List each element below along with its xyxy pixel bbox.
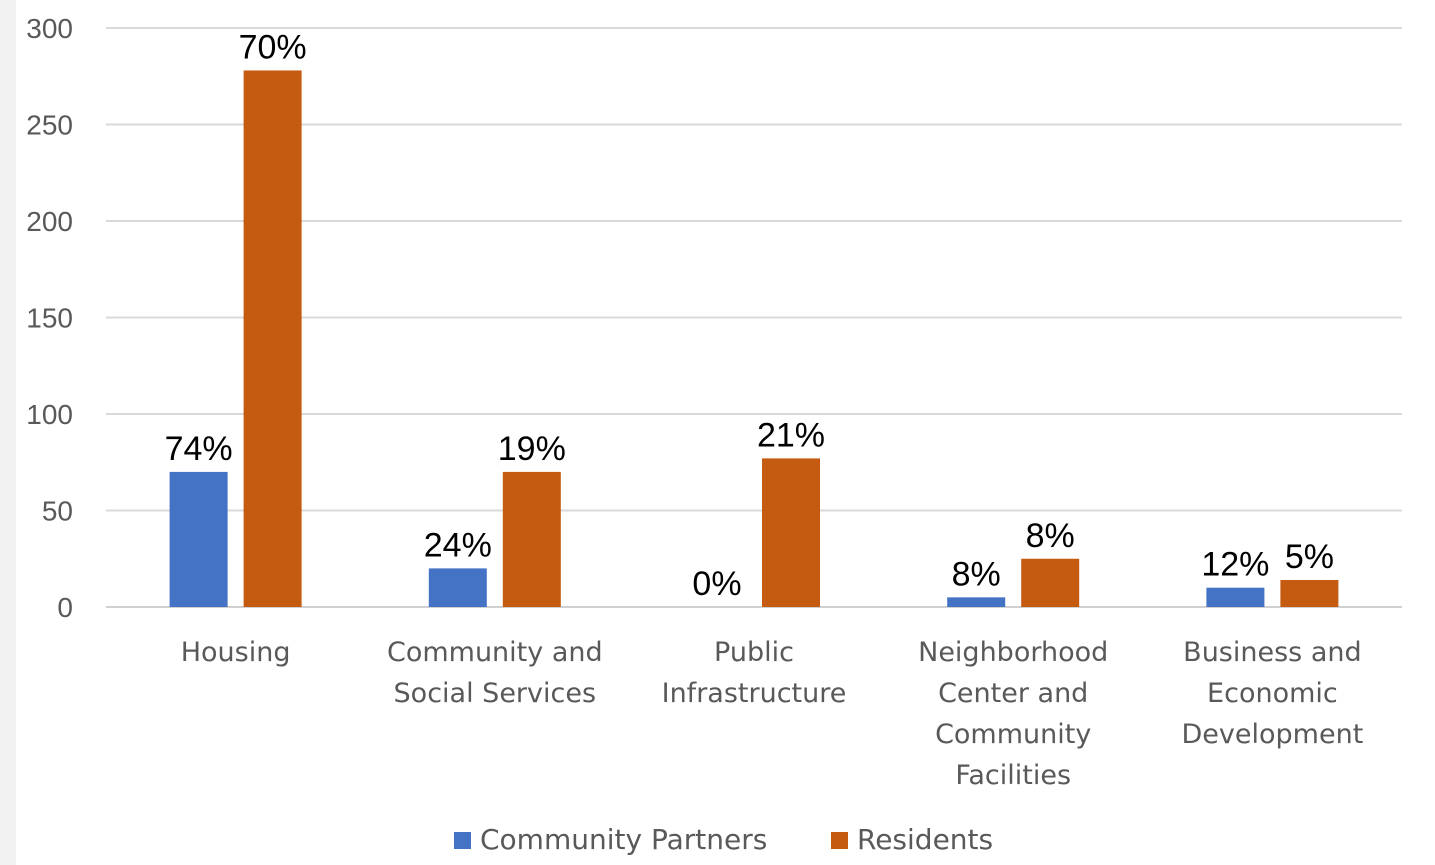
legend: Community Partners Residents	[454, 823, 993, 856]
data-label: 70%	[239, 28, 307, 66]
y-axis: 0 50 100 150 200 250 300	[26, 13, 73, 623]
data-label: 74%	[165, 430, 233, 468]
bar-residents	[762, 458, 820, 607]
category-label: Public	[714, 637, 794, 668]
gridlines	[106, 27, 1402, 608]
y-tick-label: 200	[26, 206, 73, 237]
bar-chart: 0 50 100 150 200 250 300 74% 70% 24% 19% 0% 21% 8% 8%…	[26, 13, 1402, 856]
legend-label: Residents	[857, 823, 993, 856]
data-label: 12%	[1201, 546, 1269, 584]
category-label: Housing	[181, 637, 291, 668]
y-tick-label: 100	[26, 399, 73, 430]
category-label: Facilities	[955, 760, 1071, 791]
category-label: Community	[935, 719, 1091, 750]
bar-community-partners	[169, 471, 228, 607]
chart-card: 0 50 100 150 200 250 300 74% 70% 24% 19% 0% 21% 8% 8%…	[16, 0, 1435, 865]
bar-community-partners	[1206, 587, 1265, 607]
bars	[169, 70, 1339, 607]
category-label: Neighborhood	[918, 637, 1108, 668]
bar-residents	[243, 70, 302, 607]
legend-swatch-community-partners	[454, 832, 471, 849]
category-label: Center and	[938, 678, 1088, 709]
data-labels: 74% 70% 24% 19% 0% 21% 8% 8% 12% 5%	[165, 28, 1334, 603]
legend-swatch-residents	[831, 832, 848, 849]
y-tick-label: 50	[42, 496, 73, 527]
legend-label: Community Partners	[480, 823, 767, 856]
category-label: Social Services	[394, 678, 597, 709]
bar-residents	[1280, 579, 1339, 607]
data-label: 8%	[952, 555, 1001, 593]
bar-community-partners	[428, 568, 487, 607]
category-label: Infrastructure	[662, 678, 847, 709]
y-tick-label: 150	[26, 303, 73, 334]
category-label: Community and	[387, 637, 603, 668]
data-label: 0%	[692, 565, 741, 603]
data-label: 8%	[1026, 517, 1075, 555]
y-tick-label: 0	[57, 592, 73, 623]
bar-community-partners	[947, 597, 1006, 607]
data-label: 19%	[498, 430, 566, 468]
data-label: 21%	[757, 416, 825, 454]
data-label: 24%	[424, 526, 492, 564]
category-label: Business and	[1183, 637, 1361, 668]
x-axis: Housing Community and Social Services Publi…	[181, 637, 1364, 791]
data-label: 5%	[1285, 538, 1334, 576]
bar-residents	[502, 471, 561, 607]
bar-residents	[1021, 558, 1080, 607]
y-tick-label: 250	[26, 110, 73, 141]
category-label: Economic	[1207, 678, 1338, 709]
category-label: Development	[1182, 719, 1364, 750]
y-tick-label: 300	[26, 13, 73, 44]
